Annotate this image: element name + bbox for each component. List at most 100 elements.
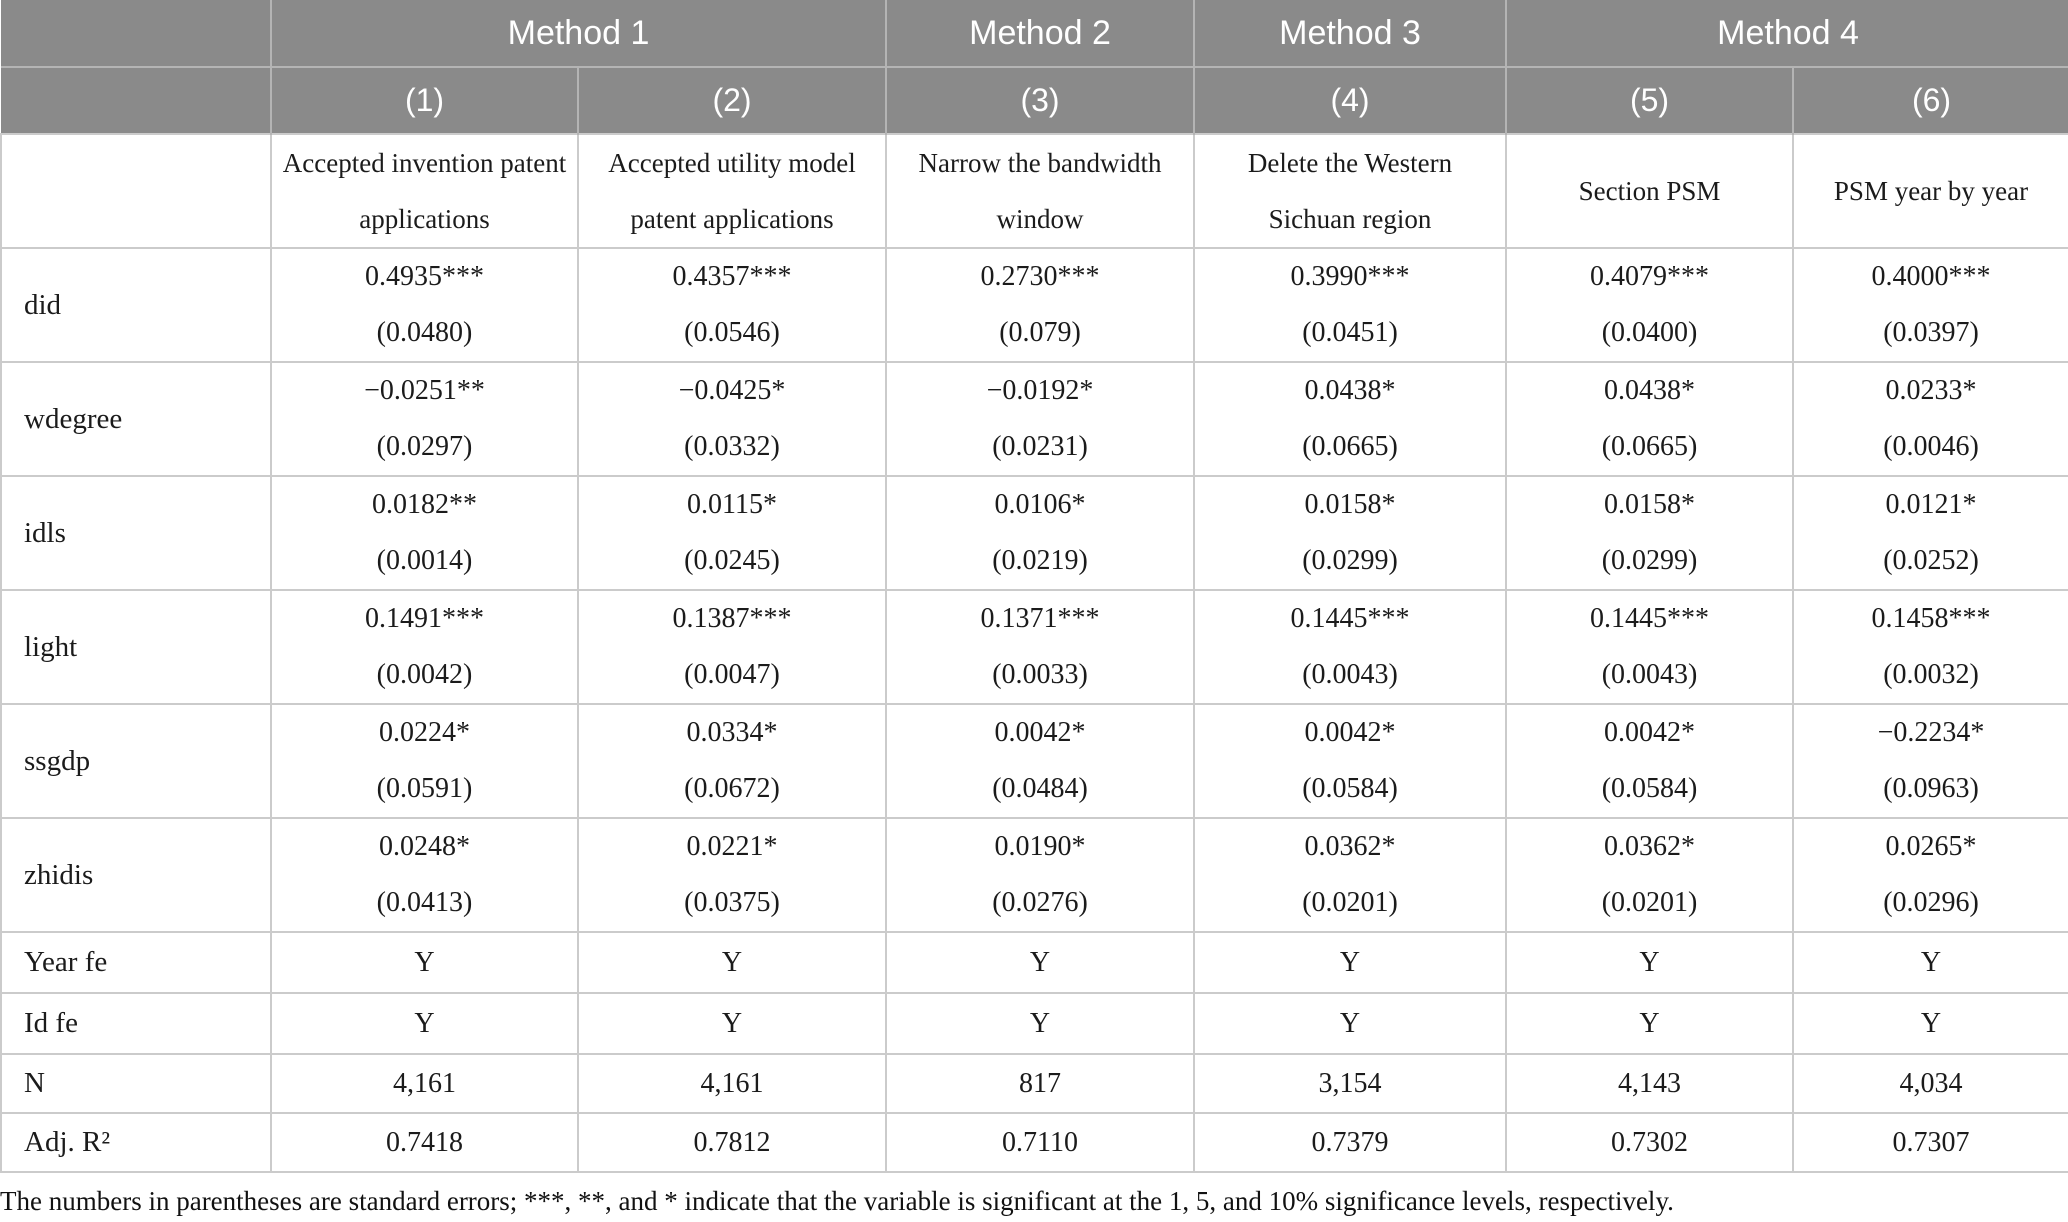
column-number-5: (5) [1505,66,1795,134]
coefficient-value: 0.1445*** [1290,603,1410,634]
table-row-ssgdp: ssgdp 0.0224* (0.0591) 0.0334* (0.0672) 0.… [0,703,2068,819]
table-cell: Y [1505,992,1795,1055]
coefficient-value: −0.2234* [1877,717,1985,748]
table-cell: 0.0224* (0.0591) [270,703,579,819]
column-number-2: (2) [576,66,888,134]
table-cell: −0.0251** (0.0297) [270,361,579,477]
coefficient-value: 0.1387*** [672,603,792,634]
coefficient-value: 0.2730*** [980,261,1100,292]
table-cell: 4,161 [270,1053,579,1114]
standard-error: (0.0047) [684,659,780,690]
standard-error: (0.0032) [1883,659,1979,690]
table-cell: 0.1445*** (0.0043) [1505,589,1795,705]
column-description-5: Section PSM [1505,133,1795,249]
table-row-did: did 0.4935*** (0.0480) 0.4357*** (0.0546) … [0,247,2068,363]
column-description-1: Accepted invention patent applications [270,133,579,249]
table-cell: 0.2730*** (0.079) [885,247,1196,363]
table-cell: 0.0042* (0.0584) [1505,703,1795,819]
table-cell: 0.0362* (0.0201) [1193,817,1508,933]
standard-error: (0.0591) [376,773,473,804]
coefficient-value: 0.0438* [1304,375,1396,406]
row-label: ssgdp [0,703,272,819]
table-cell: −0.0192* (0.0231) [885,361,1196,477]
table-cell: 4,143 [1505,1053,1795,1114]
coefficient-value: 0.3990*** [1290,261,1410,292]
standard-error: (0.0963) [1883,773,1979,804]
method-group-header-2: Method 2 [885,0,1196,68]
table-cell: 0.7307 [1792,1112,2068,1173]
coefficient-value: 0.0221* [686,831,778,862]
table-row-idls: idls 0.0182** (0.0014) 0.0115* (0.0245) 0.… [0,475,2068,591]
row-label: light [0,589,272,705]
table-cell: 0.4935*** (0.0480) [270,247,579,363]
column-number-3: (3) [885,66,1196,134]
standard-error: (0.0046) [1883,431,1979,462]
table-cell: 0.0042* (0.0584) [1193,703,1508,819]
row-label: wdegree [0,361,272,477]
column-number-4: (4) [1193,66,1508,134]
standard-error: (0.0201) [1601,887,1698,918]
table-cell: 0.0158* (0.0299) [1505,475,1795,591]
table-cell: 0.0221* (0.0375) [576,817,888,933]
standard-error: (0.0043) [1601,659,1698,690]
corner-cell [1,0,272,68]
column-description-row: Accepted invention patent applications A… [0,133,2068,249]
coefficient-value: 0.1491*** [365,603,484,634]
table-cell: 0.0265* (0.0296) [1792,817,2068,933]
table-cell: 0.0438* (0.0665) [1505,361,1795,477]
standard-error: (0.0584) [1302,773,1398,804]
standard-error: (0.0451) [1302,317,1398,348]
table-cell: 0.0362* (0.0201) [1505,817,1795,933]
table-cell: 0.7379 [1193,1112,1508,1173]
standard-error: (0.0245) [684,545,780,576]
table-cell: 0.0158* (0.0299) [1193,475,1508,591]
table-cell: 0.1387*** (0.0047) [576,589,888,705]
column-number-row: (1) (2) (3) (4) (5) (6) [1,66,2068,134]
coefficient-value: 0.0265* [1885,831,1977,862]
table-cell: 0.0190* (0.0276) [885,817,1196,933]
coefficient-value: −0.0425* [678,375,786,406]
table-cell: 0.0106* (0.0219) [885,475,1196,591]
method-group-header-4: Method 4 [1505,0,2068,68]
table-row-id-fe: Id fe Y Y Y Y Y Y [0,992,2068,1055]
standard-error: (0.079) [999,317,1081,348]
row-label: N [0,1053,272,1114]
row-label: did [0,247,272,363]
standard-error: (0.0480) [376,317,473,348]
method-group-header-1: Method 1 [269,0,888,68]
coefficient-value: −0.0192* [986,375,1094,406]
table-cell: 0.7110 [885,1112,1196,1173]
column-description-4: Delete the Western Sichuan region [1193,133,1508,249]
table-cell: 4,034 [1792,1053,2068,1114]
coefficient-value: 0.0042* [1304,717,1396,748]
table-cell: Y [270,931,579,994]
standard-error: (0.0375) [684,887,780,918]
table-cell: 0.1458*** (0.0032) [1792,589,2068,705]
table-cell: 0.1491*** (0.0042) [270,589,579,705]
coefficient-value: 0.0190* [994,831,1086,862]
standard-error: (0.0276) [992,887,1088,918]
table-cell: 0.0115* (0.0245) [576,475,888,591]
table-cell: 0.7418 [270,1112,579,1173]
standard-error: (0.0043) [1302,659,1398,690]
row-label: Adj. R² [0,1112,272,1173]
table-footnote: The numbers in parentheses are standard … [0,1186,1674,1216]
standard-error: (0.0397) [1883,317,1979,348]
row-label: Id fe [0,992,272,1055]
coefficient-value: 0.0438* [1604,375,1696,406]
standard-error: (0.0299) [1302,545,1398,576]
standard-error: (0.0042) [376,659,473,690]
coefficient-value: 0.1371*** [980,603,1100,634]
standard-error: (0.0296) [1883,887,1979,918]
column-number-1: (1) [270,66,579,134]
table-cell: Y [1193,931,1508,994]
standard-error: (0.0252) [1883,545,1979,576]
coefficient-value: 0.0158* [1604,489,1696,520]
standard-error: (0.0665) [1601,431,1698,462]
row-label: zhidis [0,817,272,933]
method-group-row: Method 1 Method 2 Method 3 Method 4 [1,0,2068,68]
column-number-6: (6) [1792,66,2068,134]
regression-results-table: Method 1 Method 2 Method 3 Method 4 (1) … [0,0,2068,1173]
table-cell: Y [1505,931,1795,994]
standard-error: (0.0672) [684,773,780,804]
